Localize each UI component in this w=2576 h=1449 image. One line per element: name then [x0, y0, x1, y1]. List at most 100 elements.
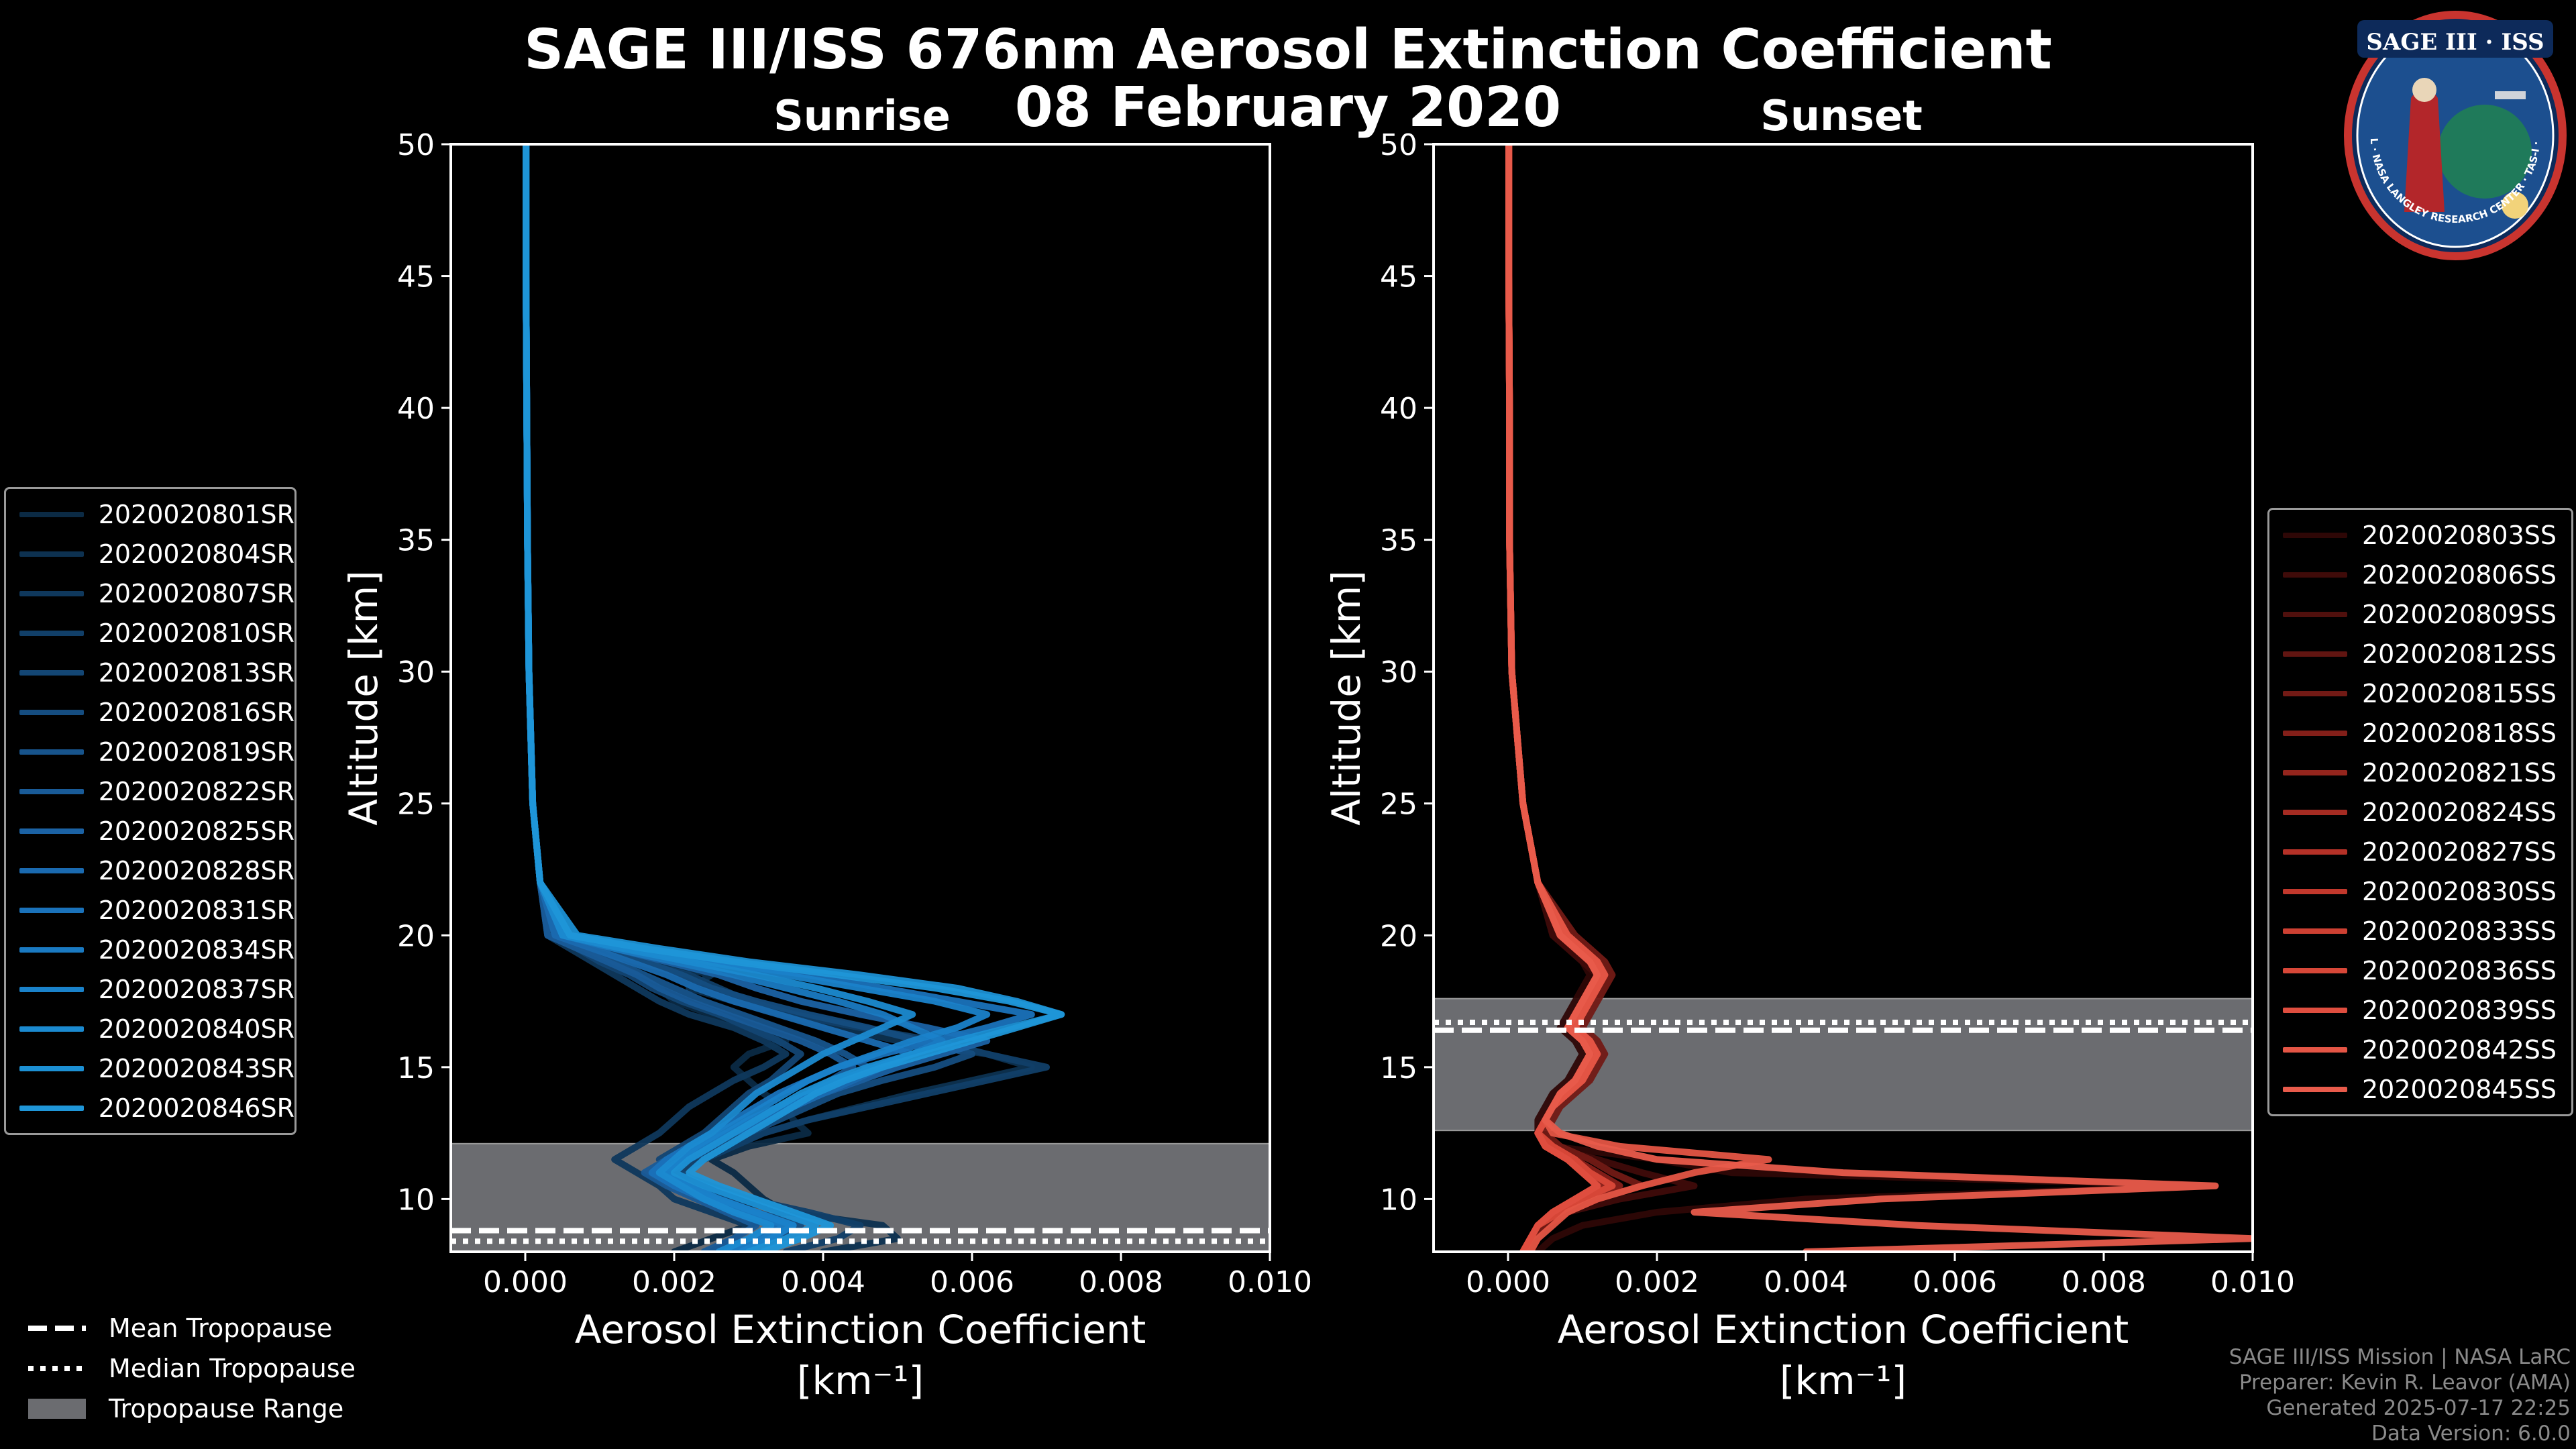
legend-item: 2020020843SR: [6, 1049, 294, 1088]
legend-item: 2020020807SR: [6, 574, 294, 613]
legend-swatch: [19, 1026, 84, 1032]
sunset-legend: 2020020803SS 2020020806SS 2020020809SS 2020…: [2267, 508, 2573, 1116]
legend-label: 2020020816SR: [98, 697, 294, 727]
legend-item: 2020020825SR: [6, 811, 294, 851]
legend-item: 2020020815SS: [2269, 674, 2571, 713]
sunrise-xunit: [km⁻¹]: [797, 1358, 924, 1403]
sunrise-ytick-label: 15: [397, 1051, 435, 1085]
legend-label: 2020020819SR: [98, 737, 294, 767]
legend-mean-tropopause: Mean Tropopause: [20, 1308, 356, 1348]
sunrise-ytick-label: 10: [397, 1183, 435, 1217]
sunrise-ytick-label: 30: [397, 655, 435, 690]
sunrise-legend: 2020020801SR 2020020804SR 2020020807SR 2020…: [4, 487, 297, 1135]
legend-label: 2020020825SR: [98, 816, 294, 846]
credits: SAGE III/ISS Mission | NASA LaRC Prepare…: [2229, 1344, 2571, 1446]
legend-item: 2020020821SS: [2269, 753, 2571, 792]
legend-item: 2020020819SR: [6, 732, 294, 771]
sunset-ylabel: Altitude [km]: [1324, 570, 1369, 825]
figure-icon: [2404, 88, 2445, 212]
sunrise-ylabel: Altitude [km]: [341, 570, 386, 825]
sunset-ytick-label: 45: [1380, 260, 1417, 294]
chart-date: 08 February 2020: [1014, 76, 1562, 140]
legend-item: 2020020809SS: [2269, 594, 2571, 634]
legend-item: 2020020803SS: [2269, 515, 2571, 555]
credit-preparer: Preparer: Kevin R. Leavor (AMA): [2239, 1371, 2571, 1395]
median-tropopause-label: Median Tropopause: [109, 1354, 356, 1383]
legend-item: 2020020845SS: [2269, 1069, 2571, 1109]
sunset-ytick-label: 15: [1380, 1051, 1417, 1085]
sunrise-series-group: [523, 144, 1065, 1252]
legend-swatch: [19, 1065, 84, 1071]
legend-swatch: [19, 1105, 84, 1111]
legend-label: 2020020818SS: [2362, 718, 2557, 748]
legend-item: 2020020810SR: [6, 613, 294, 653]
legend-label: 2020020815SS: [2362, 678, 2557, 708]
legend-swatch: [19, 907, 84, 913]
sunset-ytick-label: 30: [1380, 655, 1417, 690]
legend-item: 2020020824SS: [2269, 792, 2571, 832]
sunset-xtick-label: 0.008: [2061, 1265, 2146, 1299]
iss-icon: [2495, 91, 2526, 99]
credit-generated: Generated 2025-07-17 22:25: [2266, 1396, 2571, 1420]
legend-label: 2020020843SR: [98, 1053, 294, 1083]
legend-item: 2020020842SS: [2269, 1030, 2571, 1069]
tropopause-legend: Mean Tropopause Median Tropopause Tropop…: [20, 1308, 356, 1429]
legend-label: 2020020806SS: [2362, 559, 2557, 590]
chart-title: SAGE III/ISS 676nm Aerosol Extinction Co…: [524, 18, 2052, 82]
sunrise-ytick-label: 20: [397, 919, 435, 953]
logo-title: SAGE III · ISS: [2366, 29, 2544, 56]
legend-item: 2020020834SR: [6, 930, 294, 969]
sunset-ytick-label: 20: [1380, 919, 1417, 953]
sunrise-xtick-label: 0.006: [930, 1265, 1014, 1299]
legend-swatch: [19, 749, 84, 755]
legend-label: 2020020846SR: [98, 1093, 294, 1123]
legend-item: 2020020846SR: [6, 1088, 294, 1128]
sun-icon: [2502, 192, 2528, 219]
legend-swatch: [19, 709, 84, 715]
legend-item: 2020020831SR: [6, 890, 294, 930]
sunset-plot: 10 15 20 25 30 35 40 45 50 0.000 0.002 0.004 0.006 0.…: [1324, 128, 2295, 1403]
legend-item: 2020020830SS: [2269, 871, 2571, 911]
legend-swatch: [2283, 611, 2347, 617]
sunrise-xtick-label: 0.008: [1079, 1265, 1163, 1299]
sunrise-xtick-label: 0.010: [1228, 1265, 1312, 1299]
legend-swatch: [2283, 888, 2347, 894]
credit-mission: SAGE III/ISS Mission | NASA LaRC: [2229, 1345, 2571, 1369]
legend-label: 2020020821SS: [2362, 757, 2557, 788]
legend-label: 2020020803SS: [2362, 520, 2557, 550]
legend-swatch: [2283, 651, 2347, 657]
legend-swatch: [19, 788, 84, 794]
tropopause-range-label: Tropopause Range: [109, 1394, 344, 1424]
sunset-series-group: [1505, 144, 2253, 1252]
legend-label: 2020020809SS: [2362, 599, 2557, 629]
sunset-subtitle: Sunset: [1760, 91, 1923, 140]
legend-label: 2020020831SR: [98, 895, 294, 925]
legend-swatch: [2283, 769, 2347, 775]
legend-label: 2020020807SR: [98, 578, 294, 608]
legend-swatch: [2283, 928, 2347, 934]
sunset-xlabel: Aerosol Extinction Coefficient: [1558, 1307, 2129, 1352]
sunset-xtick-label: 0.002: [1615, 1265, 1699, 1299]
legend-item: 2020020836SS: [2269, 951, 2571, 990]
legend-swatch: [2283, 730, 2347, 736]
sunset-xtick-label: 0.006: [1913, 1265, 1997, 1299]
legend-item: 2020020827SS: [2269, 832, 2571, 871]
legend-label: 2020020837SR: [98, 974, 294, 1004]
sunset-xunit: [km⁻¹]: [1780, 1358, 1907, 1403]
legend-swatch: [19, 986, 84, 992]
sunrise-ytick-label: 25: [397, 788, 435, 822]
legend-swatch: [2283, 1086, 2347, 1092]
legend-label: 2020020810SR: [98, 618, 294, 648]
sunrise-xtick-label: 0.000: [483, 1265, 568, 1299]
legend-label: 2020020845SS: [2362, 1074, 2557, 1104]
sunrise-xtick-label: 0.002: [632, 1265, 716, 1299]
legend-item: 2020020833SS: [2269, 911, 2571, 951]
legend-label: 2020020840SR: [98, 1014, 294, 1044]
legend-swatch: [2283, 849, 2347, 855]
sunrise-axes-frame: [449, 143, 1271, 1253]
mean-tropopause-label: Mean Tropopause: [109, 1313, 333, 1343]
sunset-xtick-label: 0.000: [1466, 1265, 1550, 1299]
legend-label: 2020020827SS: [2362, 837, 2557, 867]
credit-version: Data Version: 6.0.0: [2371, 1421, 2571, 1446]
sunrise-subtitle: Sunrise: [773, 91, 951, 140]
